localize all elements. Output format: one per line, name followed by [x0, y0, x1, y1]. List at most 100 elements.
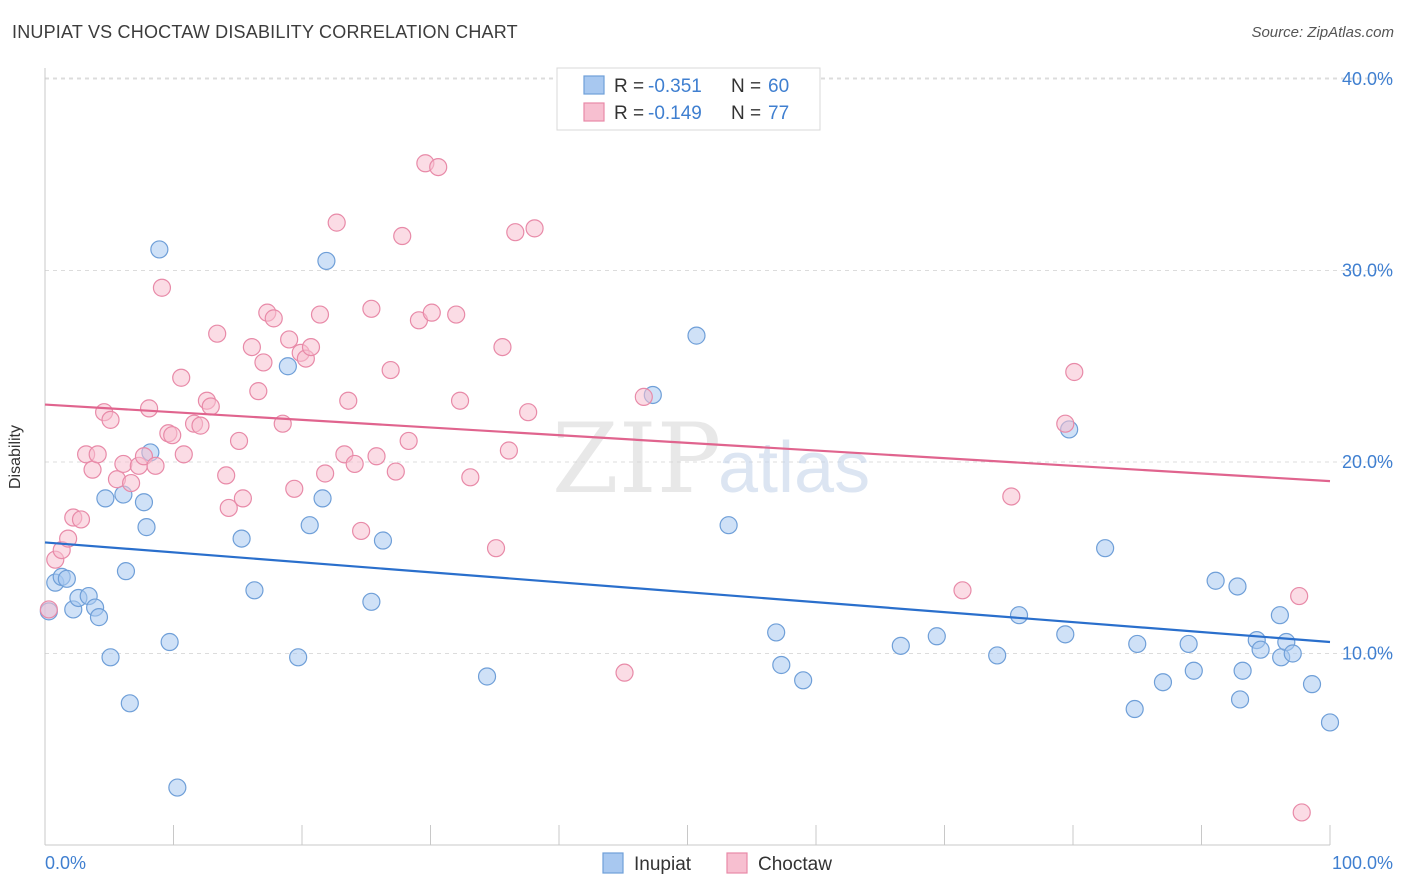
inupiat-point	[57, 569, 76, 588]
choctaw-point	[121, 473, 141, 493]
choctaw-point	[393, 226, 412, 246]
source-label: Source: ZipAtlas.com	[1251, 24, 1394, 41]
choctaw-trend-line	[44, 403, 1331, 483]
inupiat-point	[116, 562, 136, 581]
choctaw-point	[450, 391, 470, 410]
inupiat-point	[1096, 539, 1115, 558]
inupiat-point	[687, 326, 706, 345]
choctaw-point	[316, 464, 335, 483]
inupiat-point	[767, 623, 786, 642]
choctaw-point	[285, 479, 304, 498]
choctaw-point	[114, 454, 133, 474]
inupiat-point	[1056, 625, 1075, 644]
x-tick-label-max: 100.0%	[1332, 853, 1393, 873]
inupiat-point	[1228, 577, 1247, 596]
choctaw-point	[367, 447, 386, 466]
choctaw-point	[83, 460, 102, 479]
choctaw-point	[217, 466, 236, 485]
inupiat-point	[988, 646, 1007, 665]
inupiat-point	[89, 608, 109, 627]
inupiat-point	[794, 671, 813, 690]
inupiat-point	[1184, 661, 1203, 680]
choctaw-point	[39, 600, 58, 619]
inupiat-point	[137, 518, 156, 537]
choctaw-point	[280, 330, 299, 349]
choctaw-point	[1290, 586, 1309, 606]
inupiat-point	[120, 694, 139, 713]
choctaw-point	[1292, 803, 1311, 822]
inupiat-point	[1302, 675, 1322, 694]
choctaw-point	[1056, 414, 1075, 433]
choctaw-point	[486, 539, 506, 558]
choctaw-point	[953, 581, 972, 600]
choctaw-point	[1065, 362, 1084, 382]
choctaw-point	[362, 299, 381, 318]
inupiat-point	[1128, 634, 1147, 654]
legend-r-value: -0.149	[648, 103, 702, 124]
legend-r-label: R =	[614, 76, 644, 97]
watermark-atlas-text: atlas	[718, 428, 870, 508]
choctaw-point	[422, 303, 441, 322]
inupiat-point	[160, 632, 179, 652]
inupiat-point	[1230, 690, 1250, 709]
choctaw-point	[339, 391, 358, 410]
choctaw-point	[499, 441, 518, 460]
inupiat-trend-line	[44, 541, 1331, 644]
choctaw-point	[381, 360, 400, 380]
legend-swatch-choctaw	[583, 102, 605, 122]
inupiat-point	[1125, 699, 1144, 719]
y-tick-label: 40.0%	[1342, 69, 1393, 89]
choctaw-point	[615, 663, 634, 682]
choctaw-point	[386, 462, 405, 481]
inupiat-point	[245, 581, 264, 600]
bottom-legend-swatch-inupiat	[602, 852, 624, 874]
inupiat-point	[150, 240, 169, 259]
legend-swatch-inupiat	[583, 75, 605, 95]
inupiat-point	[1283, 644, 1302, 663]
choctaw-point	[310, 305, 330, 324]
choctaw-point	[1002, 487, 1021, 506]
choctaw-point	[525, 219, 544, 238]
legend-n-label: N =	[731, 103, 761, 124]
inupiat-point	[772, 655, 791, 675]
choctaw-point	[634, 387, 653, 406]
inupiat-point	[362, 592, 381, 611]
choctaw-point	[139, 399, 159, 418]
inupiat-point	[278, 357, 297, 376]
choctaw-point	[88, 445, 107, 464]
y-tick-label: 10.0%	[1342, 644, 1393, 664]
choctaw-point	[71, 510, 91, 529]
bottom-legend-label-choctaw: Choctaw	[758, 854, 832, 875]
inupiat-point	[1009, 606, 1029, 625]
choctaw-point	[242, 338, 261, 357]
inupiat-point	[1233, 661, 1252, 680]
legend-n-label: N =	[731, 76, 761, 97]
inupiat-point	[232, 529, 251, 548]
choctaw-point	[191, 416, 210, 435]
watermark-zip-text: ZIP	[552, 403, 721, 515]
choctaw-point	[301, 338, 321, 357]
y-tick-label: 30.0%	[1342, 261, 1393, 281]
choctaw-point	[163, 426, 182, 445]
choctaw-point	[461, 468, 480, 487]
choctaw-point	[201, 397, 220, 416]
choctaw-point	[172, 368, 191, 387]
choctaw-point	[493, 338, 512, 357]
inupiat-point	[477, 667, 497, 686]
choctaw-point	[249, 382, 268, 401]
inupiat-point	[891, 636, 910, 655]
choctaw-point	[152, 278, 172, 297]
choctaw-point	[345, 454, 364, 474]
y-tick-label: 20.0%	[1342, 452, 1393, 472]
inupiat-point	[313, 489, 332, 508]
choctaw-point	[264, 309, 283, 328]
choctaw-point	[174, 445, 193, 464]
choctaw-point	[447, 305, 466, 324]
inupiat-point	[134, 493, 154, 512]
inupiat-point	[289, 648, 308, 667]
inupiat-point	[1153, 673, 1173, 692]
inupiat-point	[96, 489, 115, 508]
legend-r-label: R =	[614, 103, 644, 124]
legend-r-value: -0.351	[648, 76, 702, 97]
